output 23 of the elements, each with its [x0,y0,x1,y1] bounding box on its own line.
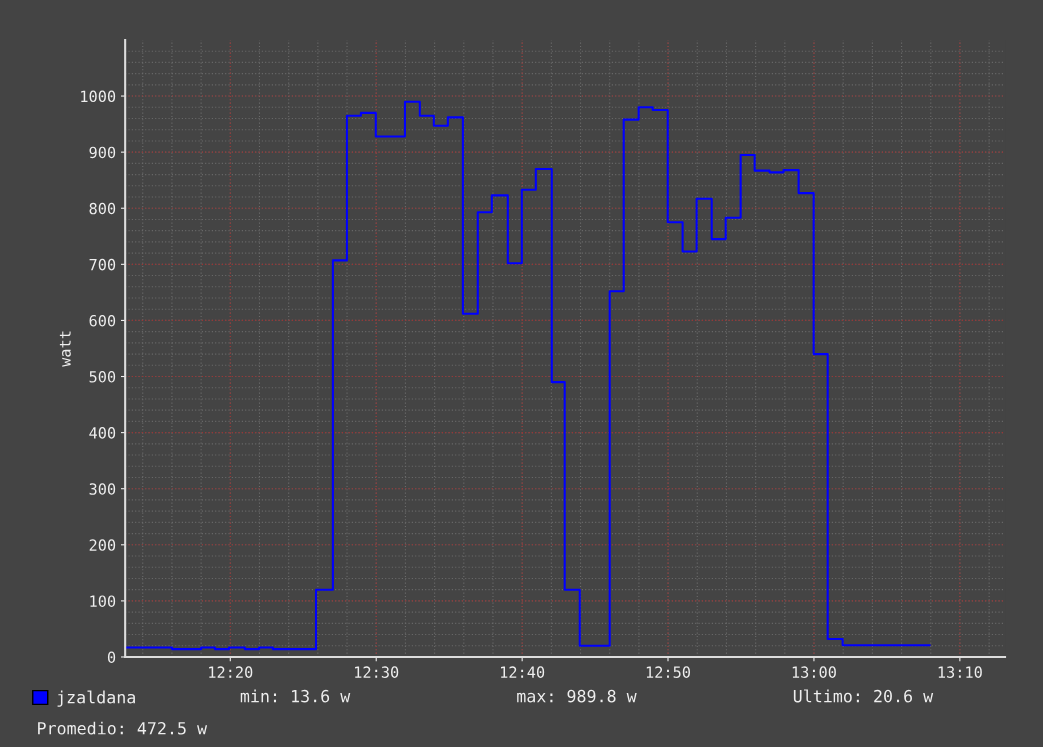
y-axis-title: watt [59,331,71,367]
x-tick-label: 12:50 [646,666,691,678]
y-tick-label: 200 [89,539,116,551]
x-tick-label: 12:40 [501,666,545,678]
y-tick-label: 700 [89,258,116,271]
y-tick-label: 400 [89,427,116,439]
y-tick-label: 600 [89,314,116,327]
y-tick-label: 1000 [81,90,116,103]
x-tick-label: 12:30 [355,666,399,678]
y-tick-label: 900 [89,146,116,159]
y-tick-label: 500 [89,371,116,383]
y-tick-label: 0 [107,651,116,664]
y-tick-label: 100 [90,595,116,607]
x-tick-label: 12:20 [209,666,253,678]
x-tick-label: 13:00 [792,666,836,678]
text: min: 13.6 w [240,689,351,703]
text: Promedio: 472.5 w [38,721,208,735]
x-tick-label: 13:10 [938,666,982,678]
text: Ultimo: 20.6 w [793,689,934,703]
y-tick-label: 300 [89,483,116,495]
legend-label: jzaldana [57,690,135,707]
y-tick-label: 800 [89,202,116,215]
text: max: 989.8 w [517,689,637,703]
